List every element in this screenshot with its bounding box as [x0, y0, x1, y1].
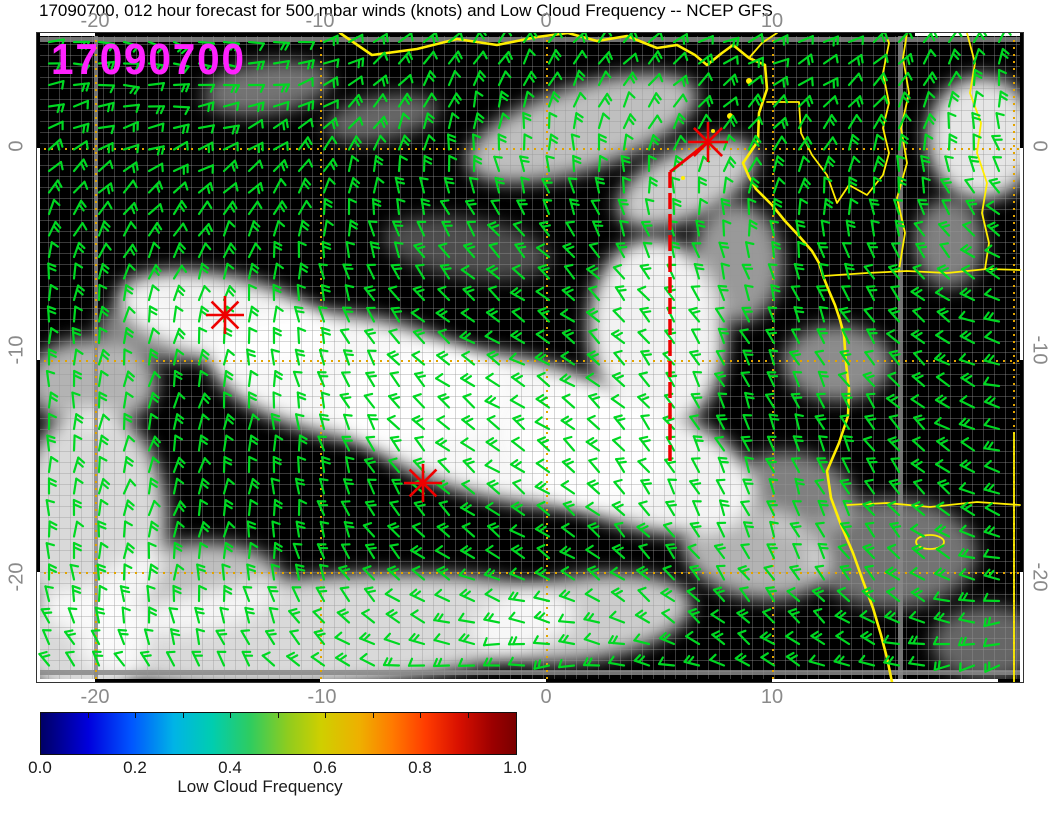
- gridline-vertical: [95, 33, 97, 682]
- colorbar-minor-tick: [135, 713, 136, 718]
- gridline-horizontal: [37, 572, 1023, 574]
- tick-label: -20: [80, 10, 110, 32]
- coastline-borders-layer: [338, 33, 1021, 682]
- wind-barbs-layer: [38, 33, 1012, 673]
- frame-segment: [1020, 33, 1023, 148]
- colorbar-tick-label: 0.2: [123, 758, 147, 777]
- gridline-horizontal: [37, 148, 1023, 150]
- colorbar-tick-label: 0.6: [313, 758, 337, 777]
- tick-label: -10: [307, 686, 337, 708]
- tick-label: 0: [1028, 140, 1051, 152]
- tick-label: 10: [760, 686, 784, 708]
- colorbar-title: Low Cloud Frequency: [177, 777, 343, 796]
- frame-segment: [1020, 360, 1023, 572]
- track-markers-layer: [206, 122, 728, 502]
- colorbar-minor-tick: [467, 713, 469, 718]
- colorbar-minor-tick: [277, 713, 279, 718]
- gray-band: [898, 33, 903, 682]
- frame-segment: [320, 679, 546, 682]
- colorbar: [40, 712, 517, 755]
- tick-label: 0: [540, 10, 552, 32]
- frame-segment: [37, 679, 95, 682]
- frame-segment: [37, 148, 40, 360]
- frame-segment: [772, 679, 998, 682]
- colorbar-minor-tick: [182, 713, 184, 718]
- frame-segment: [37, 360, 40, 572]
- frame-segment: [95, 33, 915, 36]
- tick-label: 10: [760, 10, 784, 32]
- colorbar-minor-tick: [420, 713, 421, 718]
- tick-label: 0: [540, 686, 552, 708]
- colorbar-tick-label: 0.8: [408, 758, 432, 777]
- frame-segment: [998, 679, 1023, 682]
- tick-label: -20: [80, 686, 110, 708]
- frame-segment: [37, 33, 40, 148]
- valid-time-stamp: 17090700: [51, 35, 246, 84]
- colorbar-minor-tick: [372, 713, 374, 718]
- gridline-vertical: [1013, 33, 1015, 682]
- gridline-vertical: [546, 33, 548, 682]
- colorbar-tick-label: 0.0: [28, 758, 52, 777]
- frame-segment: [37, 33, 95, 36]
- colorbar-tick-label: 0.4: [218, 758, 242, 777]
- colorbar-minor-tick: [230, 713, 231, 718]
- gray-band: [37, 670, 1023, 675]
- gridline-horizontal: [37, 360, 1023, 362]
- tick-label: -10: [1028, 335, 1051, 365]
- plot-title: 17090700, 012 hour forecast for 500 mbar…: [39, 1, 773, 20]
- tick-label: -20: [1028, 562, 1051, 592]
- map-panel: 17090700: [36, 32, 1024, 683]
- cloud-blob: [692, 203, 782, 323]
- tick-label: 0: [5, 140, 28, 152]
- colorbar-minor-tick: [325, 713, 326, 718]
- colorbar-minor-tick: [87, 713, 89, 718]
- frame-segment: [546, 679, 772, 682]
- frame-segment: [915, 33, 1023, 36]
- tick-label: -10: [305, 10, 335, 32]
- tick-label: -20: [5, 562, 28, 592]
- frame-segment: [37, 572, 40, 682]
- tick-label: -10: [5, 335, 28, 365]
- frame-segment: [95, 679, 320, 682]
- frame-segment: [1020, 572, 1023, 682]
- colorbar-tick-label: 1.0: [503, 758, 527, 777]
- gridline-vertical: [772, 33, 774, 682]
- frame-segment: [1020, 148, 1023, 360]
